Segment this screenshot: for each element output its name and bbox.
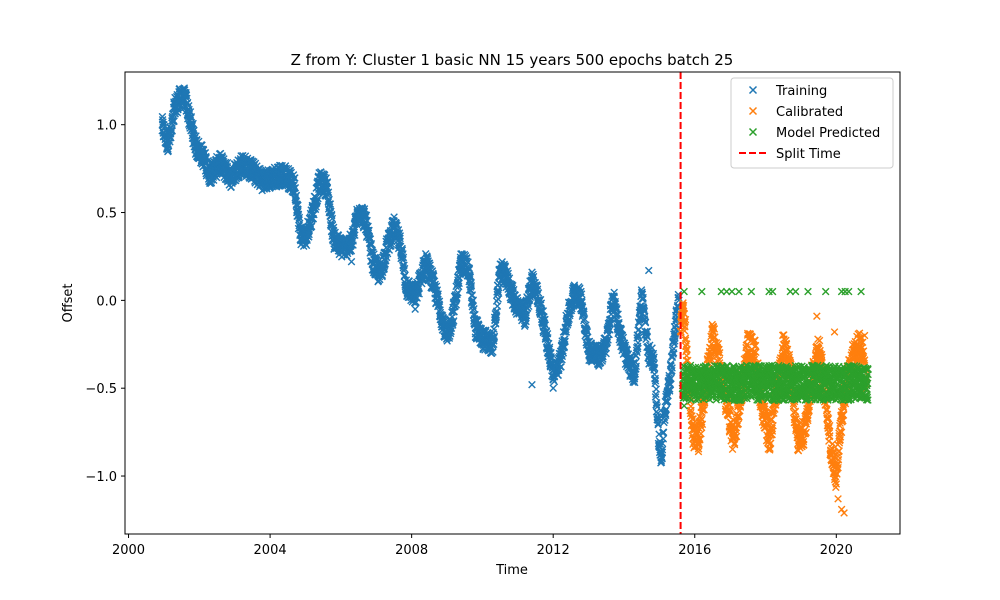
data-point (365, 226, 373, 235)
y-tick-label: −0.5 (85, 382, 117, 397)
data-point (324, 188, 333, 196)
data-point (313, 197, 322, 205)
data-point (363, 216, 371, 225)
data-point (434, 290, 442, 298)
data-point (396, 234, 404, 243)
data-point (387, 240, 396, 248)
legend: Training Calibrated Model Predicted Split T… (730, 77, 894, 169)
data-point (400, 264, 409, 273)
x-tick-label: 2008 (395, 543, 428, 558)
y-tick-label: 0.0 (96, 294, 117, 309)
data-point (170, 117, 178, 126)
x-tick-label: 2000 (112, 543, 145, 558)
data-point (350, 228, 359, 237)
data-point (349, 237, 357, 245)
y-tick-label: 1.0 (96, 119, 117, 134)
data-point (312, 199, 321, 208)
data-point (326, 200, 335, 208)
data-point (368, 246, 377, 255)
data-point (291, 184, 300, 192)
x-axis-label: Time (495, 563, 528, 578)
data-point (167, 133, 175, 142)
data-point (399, 253, 408, 262)
data-point (449, 317, 458, 325)
data-point (323, 178, 332, 186)
data-point (360, 205, 369, 213)
chart-title: Z from Y: Cluster 1 basic NN 15 years 50… (291, 51, 734, 69)
data-point (305, 233, 313, 241)
x-tick-label: 2016 (678, 543, 711, 558)
x-tick-label: 2004 (254, 543, 287, 558)
series-0 (158, 84, 683, 467)
data-point (182, 91, 191, 100)
data-point (464, 258, 472, 266)
data-point (168, 127, 177, 135)
data-point (396, 232, 405, 240)
y-tick-label: −1.0 (85, 470, 117, 485)
y-axis-label: Offset (61, 283, 76, 322)
data-point (454, 288, 462, 297)
legend-label: Training (775, 84, 827, 99)
data-point (367, 240, 376, 248)
data-point (351, 231, 359, 239)
data-point (347, 247, 356, 255)
data-point (392, 219, 401, 228)
data-point (462, 253, 471, 262)
legend-label: Model Predicted (776, 126, 880, 141)
data-point (455, 279, 463, 288)
data-point (307, 222, 316, 231)
x-tick-label: 2012 (537, 543, 570, 558)
data-point (286, 166, 295, 175)
data-point (189, 119, 197, 128)
x-tick-label: 2020 (820, 543, 853, 558)
data-point (291, 174, 299, 182)
data-point (160, 121, 168, 129)
legend-label: Calibrated (776, 105, 843, 120)
data-point (329, 223, 338, 232)
y-tick-label: 0.5 (96, 207, 117, 222)
data-point (295, 213, 304, 222)
legend-label: Split Time (776, 147, 841, 162)
data-point (328, 214, 337, 223)
data-point (465, 265, 474, 274)
data-point (415, 290, 423, 298)
plot-points (158, 84, 872, 517)
data-point (465, 264, 474, 273)
data-point (223, 158, 232, 167)
data-point (452, 301, 461, 309)
data-point (413, 289, 422, 298)
data-point (187, 113, 196, 121)
data-point (310, 210, 318, 219)
data-point (378, 271, 387, 280)
data-point (292, 191, 301, 200)
